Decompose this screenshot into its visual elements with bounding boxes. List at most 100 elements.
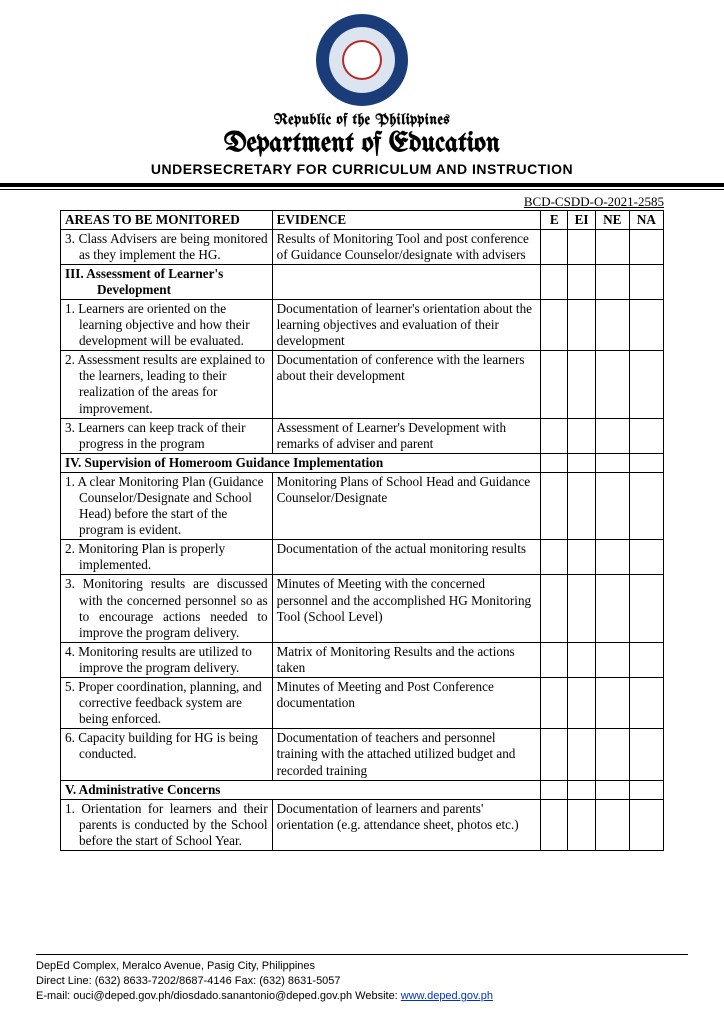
empty-cell xyxy=(629,264,663,299)
mark-cell xyxy=(541,418,568,453)
col-ei: EI xyxy=(568,210,595,229)
evidence-cell: Minutes of Meeting with the concerned pe… xyxy=(272,575,541,642)
table-row: 1. Learners are oriented on the learning… xyxy=(61,299,664,350)
document-reference: BCD-CSDD-O-2021-2585 xyxy=(0,190,724,210)
empty-cell xyxy=(568,780,595,799)
empty-cell xyxy=(595,780,629,799)
col-areas: AREAS TO BE MONITORED xyxy=(61,210,273,229)
col-ne: NE xyxy=(595,210,629,229)
mark-cell xyxy=(629,678,663,729)
table-row: 3. Class Advisers are being monitored as… xyxy=(61,229,664,264)
empty-cell xyxy=(541,780,568,799)
mark-cell xyxy=(568,729,595,780)
table-row: III. Assessment of Learner'sDevelopment xyxy=(61,264,664,299)
mark-cell xyxy=(629,229,663,264)
mark-cell xyxy=(541,678,568,729)
table-row: 4. Monitoring results are utilized to im… xyxy=(61,642,664,677)
evidence-cell: Results of Monitoring Tool and post conf… xyxy=(272,229,541,264)
area-cell: 2. Assessment results are explained to t… xyxy=(61,351,273,418)
table-row: 2. Monitoring Plan is properly implement… xyxy=(61,540,664,575)
area-cell: 3. Learners can keep track of their prog… xyxy=(61,418,273,453)
footer-email-label: E-mail: ouci@deped.gov.ph/diosdado.sanan… xyxy=(36,990,401,1002)
area-cell: 4. Monitoring results are utilized to im… xyxy=(61,642,273,677)
mark-cell xyxy=(541,729,568,780)
area-cell: 1. A clear Monitoring Plan (Guidance Cou… xyxy=(61,472,273,539)
mark-cell xyxy=(629,540,663,575)
empty-cell xyxy=(629,453,663,472)
col-na: NA xyxy=(629,210,663,229)
table-row: 5. Proper coordination, planning, and co… xyxy=(61,678,664,729)
mark-cell xyxy=(541,472,568,539)
mark-cell xyxy=(629,472,663,539)
table-row: V. Administrative Concerns xyxy=(61,780,664,799)
table-row: 3. Monitoring results are discussed with… xyxy=(61,575,664,642)
department-line: Department of Education xyxy=(0,130,724,159)
mark-cell xyxy=(541,642,568,677)
mark-cell xyxy=(568,472,595,539)
footer-phone: Direct Line: (632) 8633-7202/8687-4146 F… xyxy=(36,974,688,989)
monitoring-table: AREAS TO BE MONITORED EVIDENCE E EI NE N… xyxy=(60,210,664,851)
letterhead: Republic of the Philippines Department o… xyxy=(0,0,724,177)
table-row: 1. A clear Monitoring Plan (Guidance Cou… xyxy=(61,472,664,539)
mark-cell xyxy=(595,229,629,264)
mark-cell xyxy=(595,418,629,453)
mark-cell xyxy=(595,678,629,729)
mark-cell xyxy=(629,351,663,418)
footer-address: DepEd Complex, Meralco Avenue, Pasig Cit… xyxy=(36,959,688,974)
mark-cell xyxy=(595,799,629,850)
empty-cell xyxy=(595,453,629,472)
mark-cell xyxy=(595,540,629,575)
divider-thick xyxy=(0,183,724,187)
mark-cell xyxy=(595,472,629,539)
footer-contact: E-mail: ouci@deped.gov.ph/diosdado.sanan… xyxy=(36,989,688,1004)
table-row: 3. Learners can keep track of their prog… xyxy=(61,418,664,453)
table-body: 3. Class Advisers are being monitored as… xyxy=(61,229,664,850)
section-heading: V. Administrative Concerns xyxy=(61,780,541,799)
mark-cell xyxy=(568,540,595,575)
mark-cell xyxy=(629,642,663,677)
mark-cell xyxy=(629,799,663,850)
mark-cell xyxy=(629,729,663,780)
table-row: 1. Orientation for learners and their pa… xyxy=(61,799,664,850)
mark-cell xyxy=(595,299,629,350)
mark-cell xyxy=(541,799,568,850)
mark-cell xyxy=(541,351,568,418)
evidence-cell: Documentation of the actual monitoring r… xyxy=(272,540,541,575)
evidence-cell: Assessment of Learner's Development with… xyxy=(272,418,541,453)
area-cell: 3. Class Advisers are being monitored as… xyxy=(61,229,273,264)
table-row: IV. Supervision of Homeroom Guidance Imp… xyxy=(61,453,664,472)
area-cell: 2. Monitoring Plan is properly implement… xyxy=(61,540,273,575)
col-evidence: EVIDENCE xyxy=(272,210,541,229)
area-cell: 1. Learners are oriented on the learning… xyxy=(61,299,273,350)
mark-cell xyxy=(568,642,595,677)
empty-cell xyxy=(595,264,629,299)
monitoring-table-wrapper: AREAS TO BE MONITORED EVIDENCE E EI NE N… xyxy=(0,210,724,851)
mark-cell xyxy=(568,418,595,453)
empty-cell xyxy=(568,453,595,472)
mark-cell xyxy=(568,799,595,850)
evidence-cell: Minutes of Meeting and Post Conference d… xyxy=(272,678,541,729)
mark-cell xyxy=(595,642,629,677)
area-cell: 6. Capacity building for HG is being con… xyxy=(61,729,273,780)
area-cell: 3. Monitoring results are discussed with… xyxy=(61,575,273,642)
table-row: 2. Assessment results are explained to t… xyxy=(61,351,664,418)
area-cell: 1. Orientation for learners and their pa… xyxy=(61,799,273,850)
evidence-cell: Monitoring Plans of School Head and Guid… xyxy=(272,472,541,539)
section-heading: IV. Supervision of Homeroom Guidance Imp… xyxy=(61,453,541,472)
evidence-cell: Documentation of conference with the lea… xyxy=(272,351,541,418)
section-heading: III. Assessment of Learner'sDevelopment xyxy=(61,264,273,299)
empty-cell xyxy=(629,780,663,799)
undersecretary-line: UNDERSECRETARY FOR CURRICULUM AND INSTRU… xyxy=(0,161,724,177)
empty-cell xyxy=(541,264,568,299)
mark-cell xyxy=(568,575,595,642)
mark-cell xyxy=(629,575,663,642)
page-footer: DepEd Complex, Meralco Avenue, Pasig Cit… xyxy=(0,954,724,1004)
table-header-row: AREAS TO BE MONITORED EVIDENCE E EI NE N… xyxy=(61,210,664,229)
mark-cell xyxy=(541,575,568,642)
footer-website-link[interactable]: www.deped.gov.ph xyxy=(401,990,493,1002)
footer-divider xyxy=(36,954,688,955)
mark-cell xyxy=(568,678,595,729)
evidence-cell: Documentation of learner's orientation a… xyxy=(272,299,541,350)
mark-cell xyxy=(595,575,629,642)
mark-cell xyxy=(629,418,663,453)
